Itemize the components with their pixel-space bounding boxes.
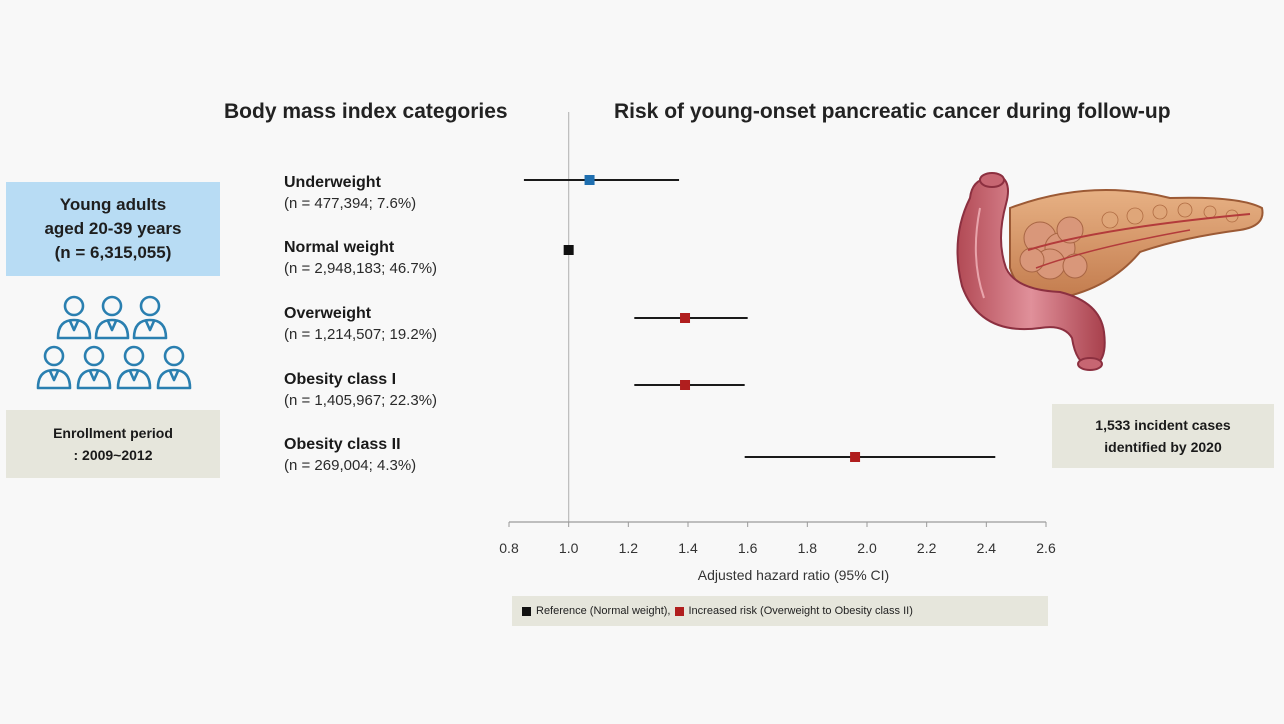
category-underweight: Underweight (n = 477,394; 7.6%) [284,172,416,214]
category-name: Overweight [284,305,372,322]
legend-increased-label: Increased risk (Overweight to Obesity cl… [688,605,913,617]
incident-cases-box: 1,533 incident cases identified by 2020 [1052,404,1274,468]
x-axis-label: Adjusted hazard ratio (95% CI) [698,567,889,583]
category-detail: (n = 2,948,183; 46.7%) [284,260,438,277]
category-name: Underweight [284,174,381,191]
category-detail: (n = 1,405,967; 22.3%) [284,392,438,409]
hr-point [850,452,861,462]
x-tick-label: 2.6 [1036,540,1056,556]
enrollment-box: Enrollment period : 2009~2012 [6,410,220,478]
legend: Reference (Normal weight), Increased ris… [512,596,1048,626]
category-detail: (n = 477,394; 7.6%) [284,195,417,212]
bmi-heading: Body mass index categories [224,100,508,123]
hr-point [680,313,691,323]
hr-point [563,245,574,255]
x-tick-label: 2.0 [857,540,877,556]
pancreas-illustration [956,172,1264,371]
x-tick-label: 2.2 [917,540,937,556]
enrollment-line-2: : 2009~2012 [73,447,153,463]
x-tick-label: 1.8 [798,540,818,556]
cohort-line-2: aged 20-39 years [44,219,182,238]
enrollment-line-1: Enrollment period [53,425,173,441]
category-name: Obesity class II [284,436,401,453]
people-group-icon [36,295,192,390]
category-detail: (n = 1,214,507; 19.2%) [284,326,438,343]
category-name: Normal weight [284,239,395,256]
hr-point [680,380,691,390]
cohort-line-1: Young adults [59,195,167,214]
legend-increased-swatch [674,606,684,616]
x-tick-label: 1.4 [678,540,698,556]
hr-point [584,175,595,185]
category-overweight: Overweight (n = 1,214,507; 19.2%) [284,303,437,345]
x-tick-label: 1.0 [559,540,579,556]
x-tick-label: 0.8 [499,540,519,556]
cases-line-1: 1,533 incident cases [1095,417,1231,433]
cases-line-2: identified by 2020 [1104,439,1222,455]
category-name: Obesity class I [284,371,397,388]
cohort-box: Young adults aged 20-39 years (n = 6,315… [6,182,220,276]
risk-heading: Risk of young-onset pancreatic cancer du… [614,100,1171,123]
x-tick-label: 1.2 [619,540,639,556]
forest-plot: 0.8 1.0 1.2 1.4 1.6 1.8 2.0 2.2 2.4 2.6 Adjusted h… [499,112,1056,583]
category-detail: (n = 269,004; 4.3%) [284,457,417,474]
x-tick-label: 1.6 [738,540,758,556]
category-obesity-class-1: Obesity class I (n = 1,405,967; 22.3%) [284,369,437,411]
category-obesity-class-2: Obesity class II (n = 269,004; 4.3%) [284,434,416,476]
x-tick-label: 2.4 [977,540,997,556]
category-normal-weight: Normal weight (n = 2,948,183; 46.7%) [284,237,437,279]
cohort-line-3: (n = 6,315,055) [54,243,172,262]
legend-reference-label: Reference (Normal weight), [536,605,671,617]
legend-reference-swatch [522,606,531,616]
